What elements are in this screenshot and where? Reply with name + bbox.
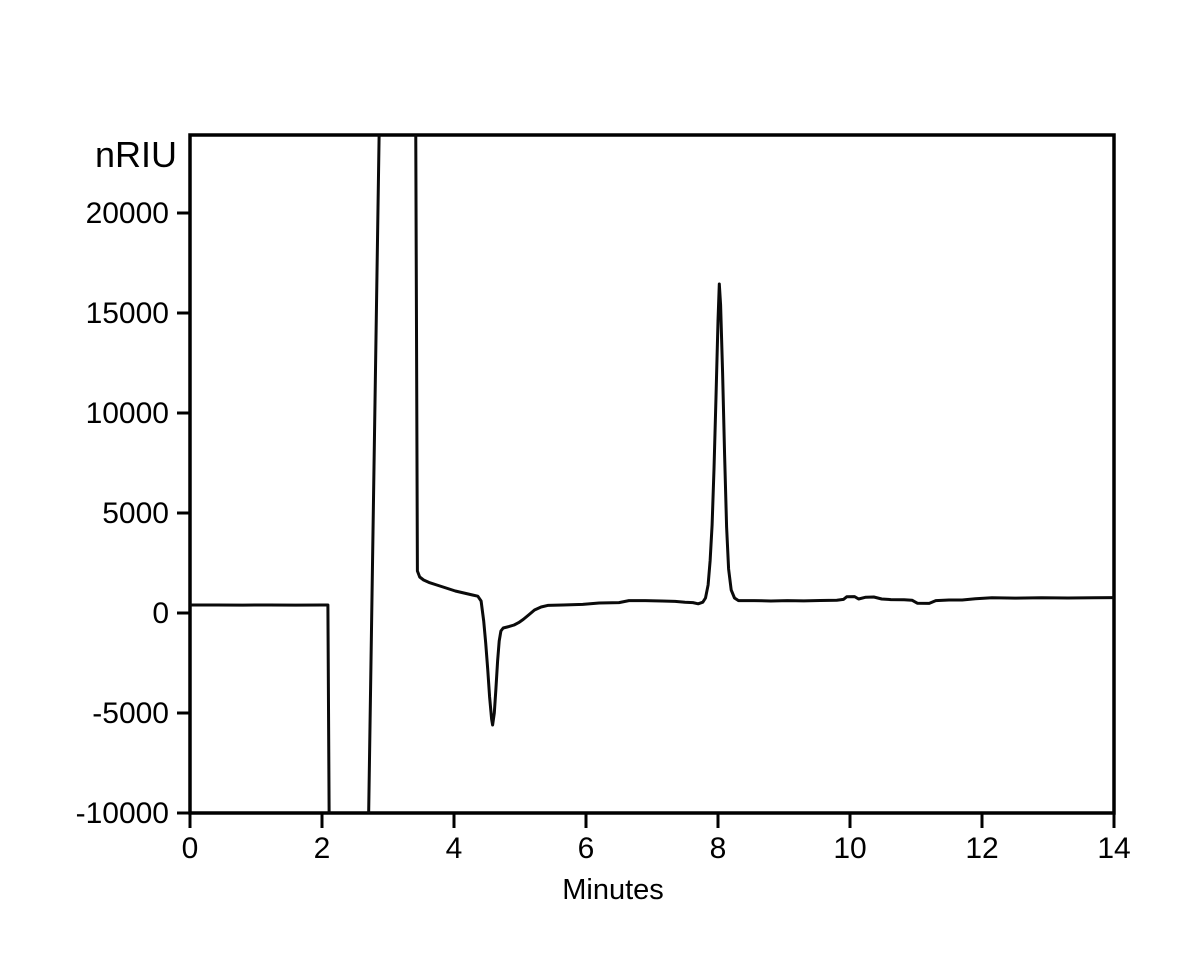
plot-frame — [188, 133, 1116, 815]
signal-trace-line — [190, 135, 1114, 813]
y-axis-tick-label: -10000 — [76, 797, 169, 830]
x-axis-tick-label: 12 — [965, 832, 998, 865]
y-axis-tick-label: 15000 — [86, 297, 169, 330]
x-axis-tick-label: 4 — [446, 832, 463, 865]
y-axis-tick-label: 10000 — [86, 397, 169, 430]
y-axis-tick-label: 5000 — [102, 497, 169, 530]
y-axis-tick-label: 20000 — [86, 197, 169, 230]
x-axis-tick-label: 14 — [1097, 832, 1130, 865]
x-axis-tick-label: 8 — [710, 832, 727, 865]
y-axis-tick-label: 0 — [152, 597, 169, 630]
x-axis-tick-label: 0 — [182, 832, 199, 865]
x-axis-title: Minutes — [562, 874, 664, 906]
y-axis-tick-label: -5000 — [92, 697, 169, 730]
x-axis-tick-label: 10 — [833, 832, 866, 865]
x-axis-tick-label: 2 — [314, 832, 331, 865]
y-axis-title: nRIU — [95, 134, 178, 175]
x-axis-tick-label: 6 — [578, 832, 595, 865]
